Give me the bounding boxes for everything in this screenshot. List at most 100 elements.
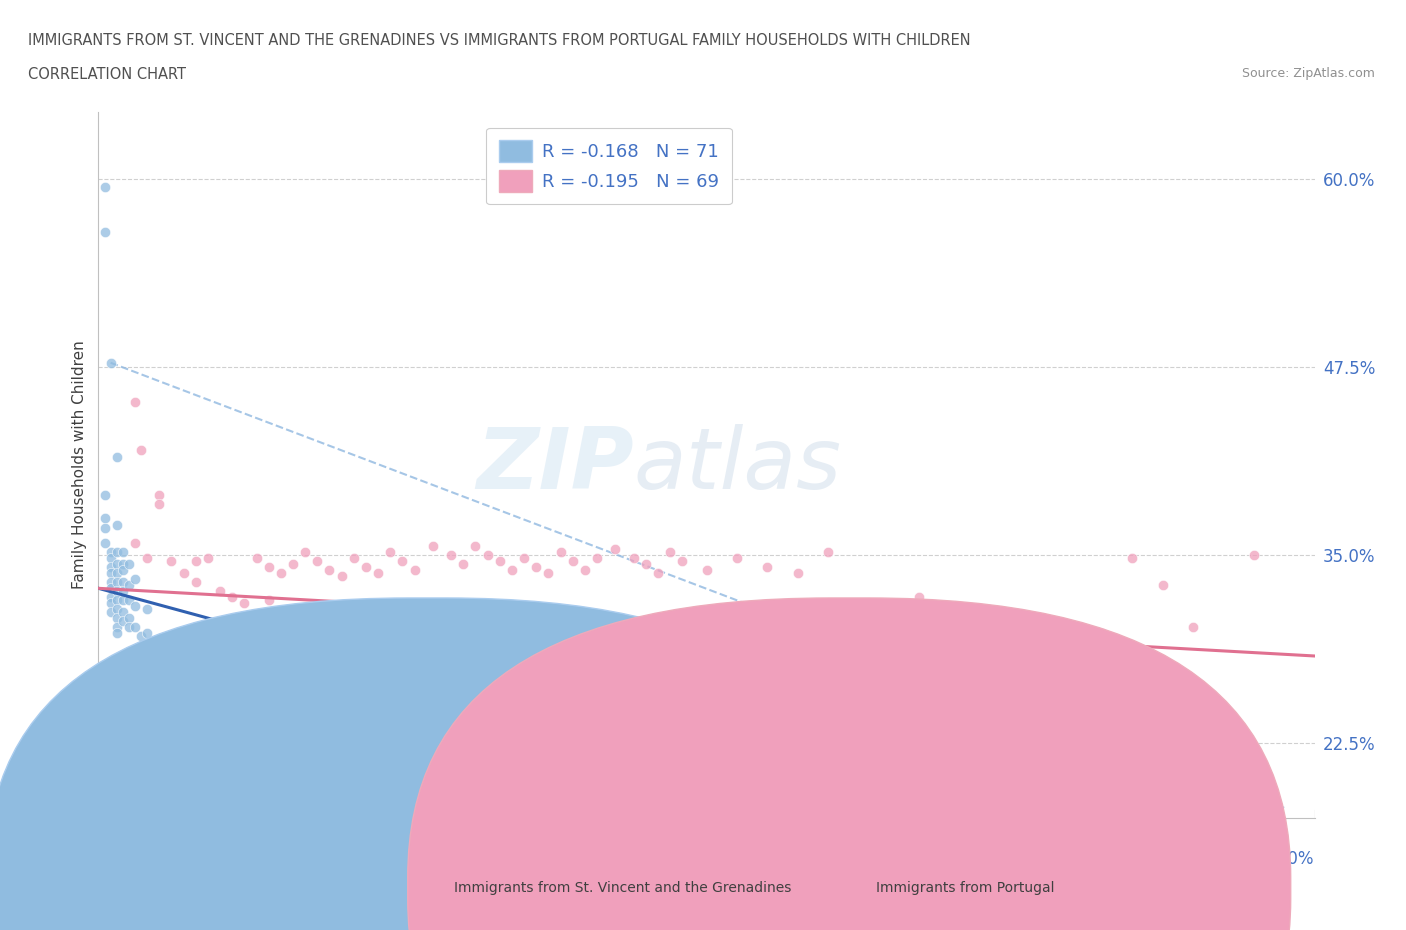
Point bbox=[191, 737, 214, 752]
Point bbox=[136, 602, 159, 617]
Point bbox=[464, 538, 486, 553]
Point bbox=[100, 355, 122, 370]
Text: Source: ZipAtlas.com: Source: ZipAtlas.com bbox=[1241, 67, 1375, 80]
Point bbox=[93, 521, 115, 536]
Point bbox=[1121, 551, 1143, 565]
Point bbox=[124, 394, 146, 409]
Point bbox=[184, 575, 207, 590]
Point bbox=[136, 626, 159, 641]
Point bbox=[111, 584, 134, 599]
Point bbox=[105, 518, 128, 533]
Point bbox=[1000, 629, 1022, 644]
Point bbox=[118, 578, 141, 592]
Point bbox=[105, 593, 128, 608]
Point bbox=[105, 575, 128, 590]
Point bbox=[440, 548, 463, 563]
Point bbox=[93, 179, 115, 194]
Point bbox=[124, 572, 146, 587]
Point bbox=[786, 565, 808, 580]
Point bbox=[221, 794, 243, 809]
Point bbox=[100, 551, 122, 565]
Point bbox=[148, 497, 170, 512]
Point bbox=[634, 557, 657, 572]
Point bbox=[209, 789, 232, 804]
Point bbox=[477, 548, 499, 563]
Point bbox=[111, 593, 134, 608]
Text: atlas: atlas bbox=[634, 423, 842, 507]
Point bbox=[155, 671, 177, 686]
Point bbox=[939, 599, 962, 614]
Point bbox=[209, 755, 232, 770]
Point bbox=[197, 746, 219, 761]
Point bbox=[118, 557, 141, 572]
Point bbox=[1091, 626, 1114, 641]
Point bbox=[100, 560, 122, 575]
Point bbox=[422, 538, 444, 553]
Text: Immigrants from Portugal: Immigrants from Portugal bbox=[876, 881, 1054, 896]
Point bbox=[561, 553, 583, 568]
Point bbox=[908, 590, 931, 604]
Point bbox=[1060, 623, 1083, 638]
Point bbox=[184, 770, 207, 785]
Point bbox=[848, 608, 870, 623]
Point bbox=[124, 599, 146, 614]
Point bbox=[105, 557, 128, 572]
Point bbox=[105, 450, 128, 465]
Point bbox=[233, 596, 256, 611]
Point bbox=[105, 545, 128, 560]
Point bbox=[623, 551, 645, 565]
Point bbox=[969, 623, 991, 638]
Point bbox=[343, 551, 366, 565]
Point bbox=[294, 545, 316, 560]
Point bbox=[307, 553, 329, 568]
Point bbox=[111, 575, 134, 590]
Point bbox=[404, 563, 426, 578]
Point bbox=[100, 590, 122, 604]
Point bbox=[129, 629, 152, 644]
Point bbox=[136, 551, 159, 565]
Point bbox=[118, 611, 141, 626]
Point bbox=[197, 551, 219, 565]
Point bbox=[124, 620, 146, 635]
Point bbox=[173, 707, 195, 722]
Point bbox=[257, 560, 280, 575]
Point bbox=[354, 560, 377, 575]
Point bbox=[817, 545, 839, 560]
Point bbox=[148, 656, 170, 671]
Point bbox=[184, 728, 207, 743]
Point bbox=[605, 542, 627, 557]
Point bbox=[166, 752, 188, 767]
Point bbox=[221, 764, 243, 779]
Point bbox=[184, 553, 207, 568]
Point bbox=[197, 779, 219, 794]
Point bbox=[647, 565, 669, 580]
Point bbox=[179, 716, 201, 731]
Text: IMMIGRANTS FROM ST. VINCENT AND THE GRENADINES VS IMMIGRANTS FROM PORTUGAL FAMIL: IMMIGRANTS FROM ST. VINCENT AND THE GREN… bbox=[28, 33, 970, 47]
Legend: R = -0.168   N = 71, R = -0.195   N = 69: R = -0.168 N = 71, R = -0.195 N = 69 bbox=[486, 127, 733, 205]
Text: ZIP: ZIP bbox=[475, 423, 634, 507]
Point bbox=[270, 565, 292, 580]
Point bbox=[111, 563, 134, 578]
Text: Immigrants from St. Vincent and the Grenadines: Immigrants from St. Vincent and the Gren… bbox=[454, 881, 792, 896]
Point bbox=[209, 584, 232, 599]
Point bbox=[245, 551, 267, 565]
Point bbox=[93, 224, 115, 239]
Point bbox=[380, 545, 402, 560]
Point bbox=[93, 536, 115, 551]
Point bbox=[129, 443, 152, 458]
Point bbox=[100, 565, 122, 580]
Point bbox=[574, 563, 596, 578]
Point bbox=[725, 551, 748, 565]
Text: 20.0%: 20.0% bbox=[1263, 850, 1315, 869]
Point bbox=[111, 604, 134, 619]
Point bbox=[105, 620, 128, 635]
Point bbox=[221, 590, 243, 604]
Point bbox=[488, 553, 510, 568]
Point bbox=[105, 602, 128, 617]
Text: 0.0%: 0.0% bbox=[98, 850, 141, 869]
Point bbox=[1029, 638, 1052, 653]
Point bbox=[550, 545, 572, 560]
Point bbox=[586, 551, 609, 565]
Point bbox=[148, 680, 170, 695]
Point bbox=[501, 563, 523, 578]
